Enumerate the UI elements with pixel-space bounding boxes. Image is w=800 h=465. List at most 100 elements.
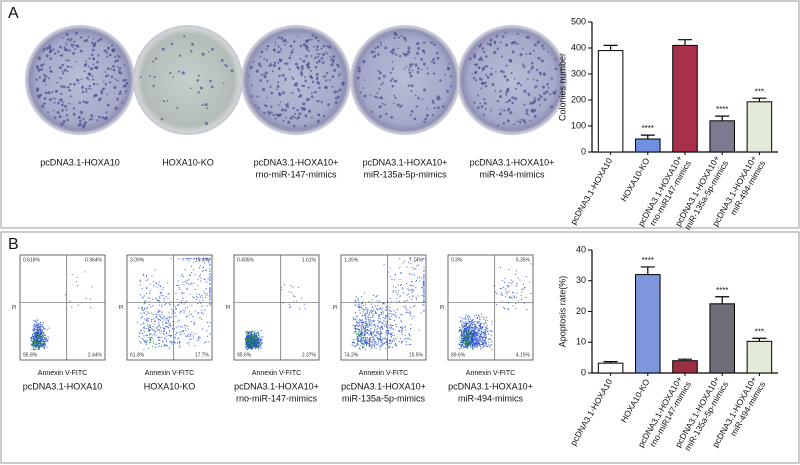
colony-dot <box>48 77 50 79</box>
colony-dot <box>418 67 420 69</box>
colony-dot <box>399 55 401 57</box>
significance: *** <box>755 87 764 96</box>
colony-dot <box>82 125 85 128</box>
colony-dot <box>321 101 323 103</box>
event-dot <box>32 343 33 344</box>
event-dot <box>355 326 356 327</box>
event-dot <box>369 312 370 313</box>
event-dot <box>47 340 48 341</box>
event-dot <box>259 345 260 346</box>
event-dot <box>91 286 92 287</box>
event-dot <box>376 342 377 343</box>
colony-dot <box>423 42 425 44</box>
event-dot <box>246 347 247 348</box>
colony-dot <box>475 63 478 66</box>
colony-dot <box>81 86 84 89</box>
event-dot <box>468 330 469 331</box>
quadrant-percent: 5.35% <box>516 257 531 263</box>
event-dot <box>183 284 184 285</box>
colony-dot <box>494 40 497 43</box>
colony-dot <box>431 61 433 63</box>
colony-dot <box>272 70 274 72</box>
colony-dot <box>297 36 299 38</box>
event-dot <box>473 323 474 324</box>
colony-dot <box>541 45 544 48</box>
event-dot <box>175 316 176 317</box>
event-dot <box>405 335 406 336</box>
colony-dot <box>316 48 318 50</box>
event-dot <box>176 327 177 328</box>
colony-dot <box>494 90 496 92</box>
event-dot <box>42 330 43 331</box>
event-dot <box>202 267 203 268</box>
event-dot <box>170 326 171 327</box>
event-dot <box>194 323 195 324</box>
event-dot <box>478 335 479 336</box>
event-dot <box>366 325 367 326</box>
event-dot <box>161 346 162 347</box>
event-dot <box>367 330 368 331</box>
flow-x-label: Annexin V-FITC <box>252 370 301 377</box>
event-dot <box>184 333 185 334</box>
event-dot <box>158 322 159 323</box>
event-dot <box>252 339 253 340</box>
colony-dot <box>80 111 83 114</box>
event-dot <box>463 327 464 328</box>
event-dot <box>357 336 358 337</box>
event-dot <box>172 313 173 314</box>
event-dot <box>43 340 44 341</box>
colony-dot <box>374 47 376 49</box>
event-dot <box>361 332 362 333</box>
colony-dot <box>118 92 121 95</box>
event-dot <box>198 312 199 313</box>
event-dot <box>250 334 251 335</box>
event-dot <box>373 339 374 340</box>
colony-dot <box>511 72 513 74</box>
event-dot <box>393 286 394 287</box>
dish-label: pcDNA3.1-HOXA10 <box>40 157 120 167</box>
event-dot <box>169 317 170 318</box>
event-dot <box>491 344 492 345</box>
colony-dot <box>303 108 306 111</box>
event-dot <box>198 297 199 298</box>
y-tick-label: 0 <box>581 367 586 377</box>
event-dot <box>368 339 369 340</box>
event-dot <box>253 345 254 346</box>
event-dot <box>165 322 166 323</box>
event-dot <box>201 310 202 311</box>
event-dot <box>406 344 407 345</box>
event-dot <box>140 281 141 282</box>
y-tick-label: 40 <box>576 244 586 254</box>
event-dot <box>395 287 396 288</box>
event-dot <box>180 312 181 313</box>
event-dot <box>31 344 32 345</box>
event-dot <box>164 328 165 329</box>
colony-dot <box>307 50 309 52</box>
event-dot <box>464 329 465 330</box>
event-dot <box>390 307 391 308</box>
event-dot <box>464 347 465 348</box>
event-dot <box>394 341 395 342</box>
event-dot <box>254 338 255 339</box>
event-dot <box>372 320 373 321</box>
event-dot <box>198 279 199 280</box>
colony-dot <box>43 63 45 65</box>
event-dot <box>205 293 206 294</box>
event-dot <box>162 311 163 312</box>
colony-dot <box>63 85 66 88</box>
dish-label: HOXA10-KO <box>162 157 214 167</box>
event-dot <box>188 260 189 261</box>
colony-dot <box>275 118 277 120</box>
colony-dot <box>325 51 327 53</box>
colony-dot <box>97 119 99 121</box>
event-dot <box>398 290 399 291</box>
colony-dot <box>336 64 339 67</box>
event-dot <box>39 337 40 338</box>
event-dot <box>201 319 202 320</box>
event-dot <box>169 335 170 336</box>
event-dot <box>462 329 463 330</box>
event-dot <box>401 341 402 342</box>
colony-dot <box>311 77 314 80</box>
event-dot <box>410 290 411 291</box>
colony-dot <box>208 51 210 53</box>
